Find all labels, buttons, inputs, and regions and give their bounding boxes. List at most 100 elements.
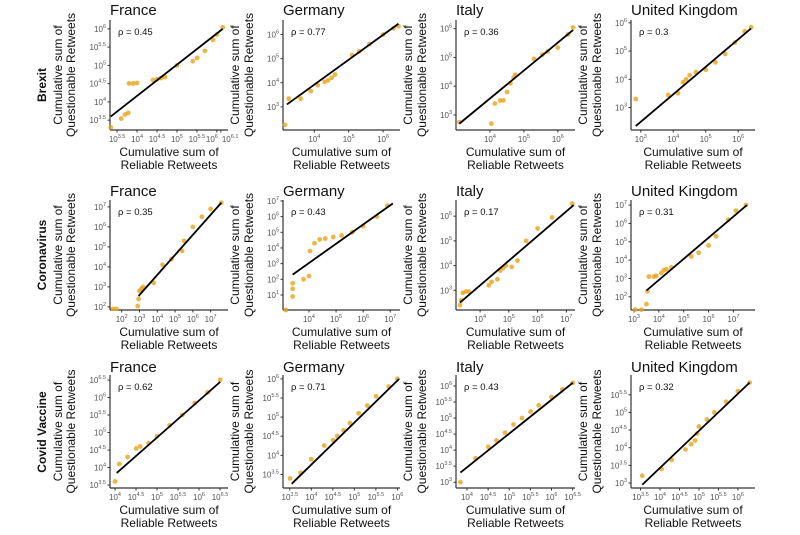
x-tick-label: 105.5 — [170, 492, 187, 502]
x-tick-label: 105.5 — [189, 134, 206, 144]
x-axis-title-line1: Cumulative sum of — [643, 325, 743, 339]
rho-annotation: ρ = 0.36 — [464, 27, 499, 38]
data-point — [329, 75, 335, 81]
x-tick-label: 107 — [560, 314, 572, 324]
y-tick-label: 103.5 — [435, 461, 452, 471]
rho-annotation: ρ = 0.43 — [464, 382, 499, 393]
x-tick-label: 106 — [732, 134, 744, 144]
data-point — [179, 248, 185, 254]
data-point — [466, 289, 472, 294]
x-tick-label: 104 — [109, 492, 121, 502]
data-point — [535, 225, 541, 231]
fit-line — [459, 382, 574, 474]
x-axis-title-line2: Reliable Retweets — [467, 338, 564, 352]
y-axis-title-line1: Cumulative sum of — [51, 205, 65, 305]
data-point — [308, 88, 314, 94]
y-tick-label: 105 — [267, 227, 279, 237]
data-point — [126, 81, 132, 86]
rho-annotation: ρ = 0.3 — [639, 27, 668, 38]
data-point — [646, 274, 652, 280]
y-tick-label: 106 — [267, 30, 279, 40]
y-tick-label: 105 — [615, 237, 627, 247]
y-axis-title-line2: Questionable Retweets — [415, 193, 429, 317]
data-point — [555, 45, 561, 50]
data-point — [688, 253, 694, 259]
y-tick-label: 105 — [440, 52, 452, 62]
data-point — [485, 444, 491, 450]
rho-annotation: ρ = 0.71 — [291, 382, 326, 393]
y-axis-title-line1: Cumulative sum of — [228, 205, 242, 305]
data-point — [683, 447, 688, 452]
data-point — [704, 417, 710, 422]
y-axis-title-line1: Cumulative sum of — [228, 381, 242, 481]
data-point — [639, 473, 645, 479]
x-tick-label: 106.5 — [212, 492, 229, 502]
row-label: Coronavirus — [35, 219, 49, 290]
data-point — [696, 424, 702, 429]
x-axis-title-line2: Reliable Retweets — [645, 516, 742, 530]
y-tick-label: 104 — [615, 255, 627, 265]
x-tick-label: 105 — [348, 492, 360, 502]
x-axis-title-line2: Reliable Retweets — [293, 338, 390, 352]
y-tick-label: 104.5 — [89, 445, 106, 455]
x-axis-title-line2: Reliable Retweets — [467, 158, 564, 172]
data-point — [283, 307, 289, 313]
data-point — [290, 294, 296, 299]
data-point — [713, 233, 719, 239]
x-tick-label: 103 — [133, 314, 145, 324]
data-point — [325, 77, 331, 83]
data-point — [495, 276, 500, 282]
x-tick-label: 106.1 — [222, 134, 239, 144]
data-point — [125, 454, 131, 460]
panel-united-kingdom: United Kingdom 103.5 104 104.5 105 105.5 106 10… — [576, 359, 755, 530]
y-tick-label: 107 — [267, 196, 279, 206]
x-tick-label: 104 — [305, 492, 317, 502]
y-tick-label: 106 — [440, 24, 452, 34]
data-point — [356, 410, 362, 416]
data-point — [497, 98, 503, 103]
data-point — [308, 456, 314, 462]
data-point — [135, 303, 141, 309]
y-tick-label: 103 — [267, 102, 279, 112]
y-tick-label: 104 — [440, 81, 452, 91]
panel-italy: Italy 104 105 106 107 103 104 105 106 ρ = 0.17 Cum… — [401, 183, 575, 352]
panel-title: France — [110, 183, 157, 200]
data-point — [692, 438, 698, 443]
y-tick-label: 105 — [94, 60, 106, 70]
y-axis-title-line1: Cumulative sum of — [51, 25, 65, 125]
panel-germany: Germany 104 105 106 103 104 105 106 ρ = 0.77 Cumu… — [228, 2, 401, 172]
x-axis-title-line2: Reliable Retweets — [467, 516, 564, 530]
data-point — [298, 96, 304, 102]
y-tick-label: 103 — [94, 282, 106, 292]
x-tick-label: 102 — [116, 314, 128, 324]
y-axis-title-line2: Questionable Retweets — [415, 369, 429, 493]
y-tick-label: 104 — [94, 262, 106, 272]
y-tick-label: 103 — [440, 285, 452, 295]
x-tick-label: 104 — [667, 134, 679, 144]
panel-united-kingdom: United Kingdom 103 104 105 106 107 102 103 104 10… — [576, 183, 755, 352]
y-tick-label: 101 — [267, 290, 279, 300]
x-tick-label: 105.5 — [710, 492, 727, 502]
y-axis-title-line1: Cumulative sum of — [401, 381, 415, 481]
y-tick-label: 105 — [615, 46, 627, 56]
x-tick-label: 105.5 — [522, 492, 539, 502]
x-axis-title-line2: Reliable Retweets — [293, 516, 390, 530]
y-axis-title-line1: Cumulative sum of — [576, 25, 590, 125]
data-point — [137, 444, 143, 449]
x-tick-label: 106 — [703, 314, 715, 324]
x-axis-title-line1: Cumulative sum of — [119, 325, 219, 339]
fit-line — [641, 381, 751, 486]
x-tick-label: 104.5 — [671, 492, 688, 502]
panel-italy: Italy 104 104.5 105 105.5 106 106.5 103 103.5 104… — [401, 359, 581, 530]
y-axis-title-line2: Questionable Retweets — [590, 193, 604, 317]
data-point — [633, 96, 639, 102]
x-tick-label: 104 — [484, 134, 496, 144]
x-tick-label: 104 — [654, 492, 666, 502]
data-point — [706, 243, 711, 248]
x-tick-label: 104.5 — [325, 492, 342, 502]
data-point — [688, 441, 694, 447]
data-point — [136, 296, 141, 302]
x-tick-label: 103.5 — [109, 134, 126, 144]
y-tick-label: 104 — [267, 243, 279, 253]
